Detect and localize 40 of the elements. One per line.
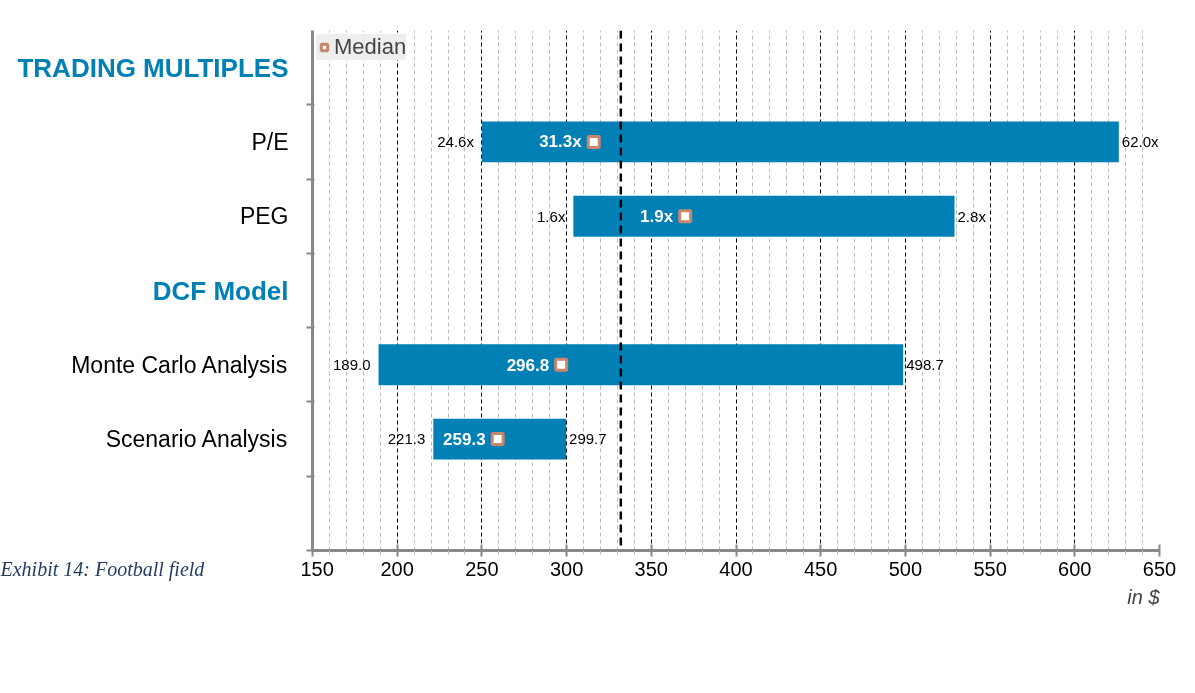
annotation: 296.8	[506, 355, 550, 375]
bar	[481, 121, 1119, 163]
x-tick-label: 300	[549, 557, 584, 580]
x-tick-label: 250	[465, 557, 499, 580]
annotation: 62.0x	[1121, 133, 1160, 151]
point	[678, 209, 693, 224]
x-axis-title: in $	[1127, 585, 1161, 608]
point	[554, 357, 569, 372]
annotation: 2.8x	[957, 207, 987, 225]
annotation: 498.7	[906, 355, 944, 373]
annotation: 1.9x	[640, 206, 674, 226]
bar	[378, 344, 904, 386]
x-tick-label: 550	[973, 557, 1007, 580]
x-tick-label: 650	[1142, 557, 1177, 580]
x-tick-label: 500	[888, 557, 923, 580]
x-tick-label: 600	[1058, 557, 1092, 580]
annotation: 299.7	[569, 430, 607, 448]
point	[490, 432, 505, 447]
x-tick-label: 200	[380, 557, 414, 580]
annotation: 24.6x	[437, 133, 475, 151]
annotation: 1.6x	[537, 207, 566, 225]
annotation: 221.3	[387, 430, 426, 448]
annotation: 189.0	[333, 355, 371, 373]
y-tick-label: DCF Model	[152, 275, 289, 306]
x-tick-label: 150	[300, 557, 334, 580]
x-tick-label: 450	[804, 557, 838, 580]
text: Exhibit 14: Football field	[0, 557, 206, 581]
y-tick-label: P/E	[251, 128, 289, 155]
x-tick-label: 400	[719, 557, 753, 580]
bar	[573, 195, 955, 237]
annotation: 259.3	[443, 430, 486, 450]
y-tick-label: TRADING MULTIPLES	[17, 52, 289, 83]
x-tick-label: 350	[634, 557, 668, 580]
y-tick-label: Monte Carlo Analysis	[71, 351, 288, 378]
y-tick-label: PEG	[239, 203, 289, 230]
point	[586, 134, 601, 149]
legend-label: Median	[334, 34, 407, 60]
y-tick-label: Scenario Analysis	[105, 426, 288, 453]
bar	[433, 418, 567, 460]
annotation: 31.3x	[539, 132, 583, 152]
